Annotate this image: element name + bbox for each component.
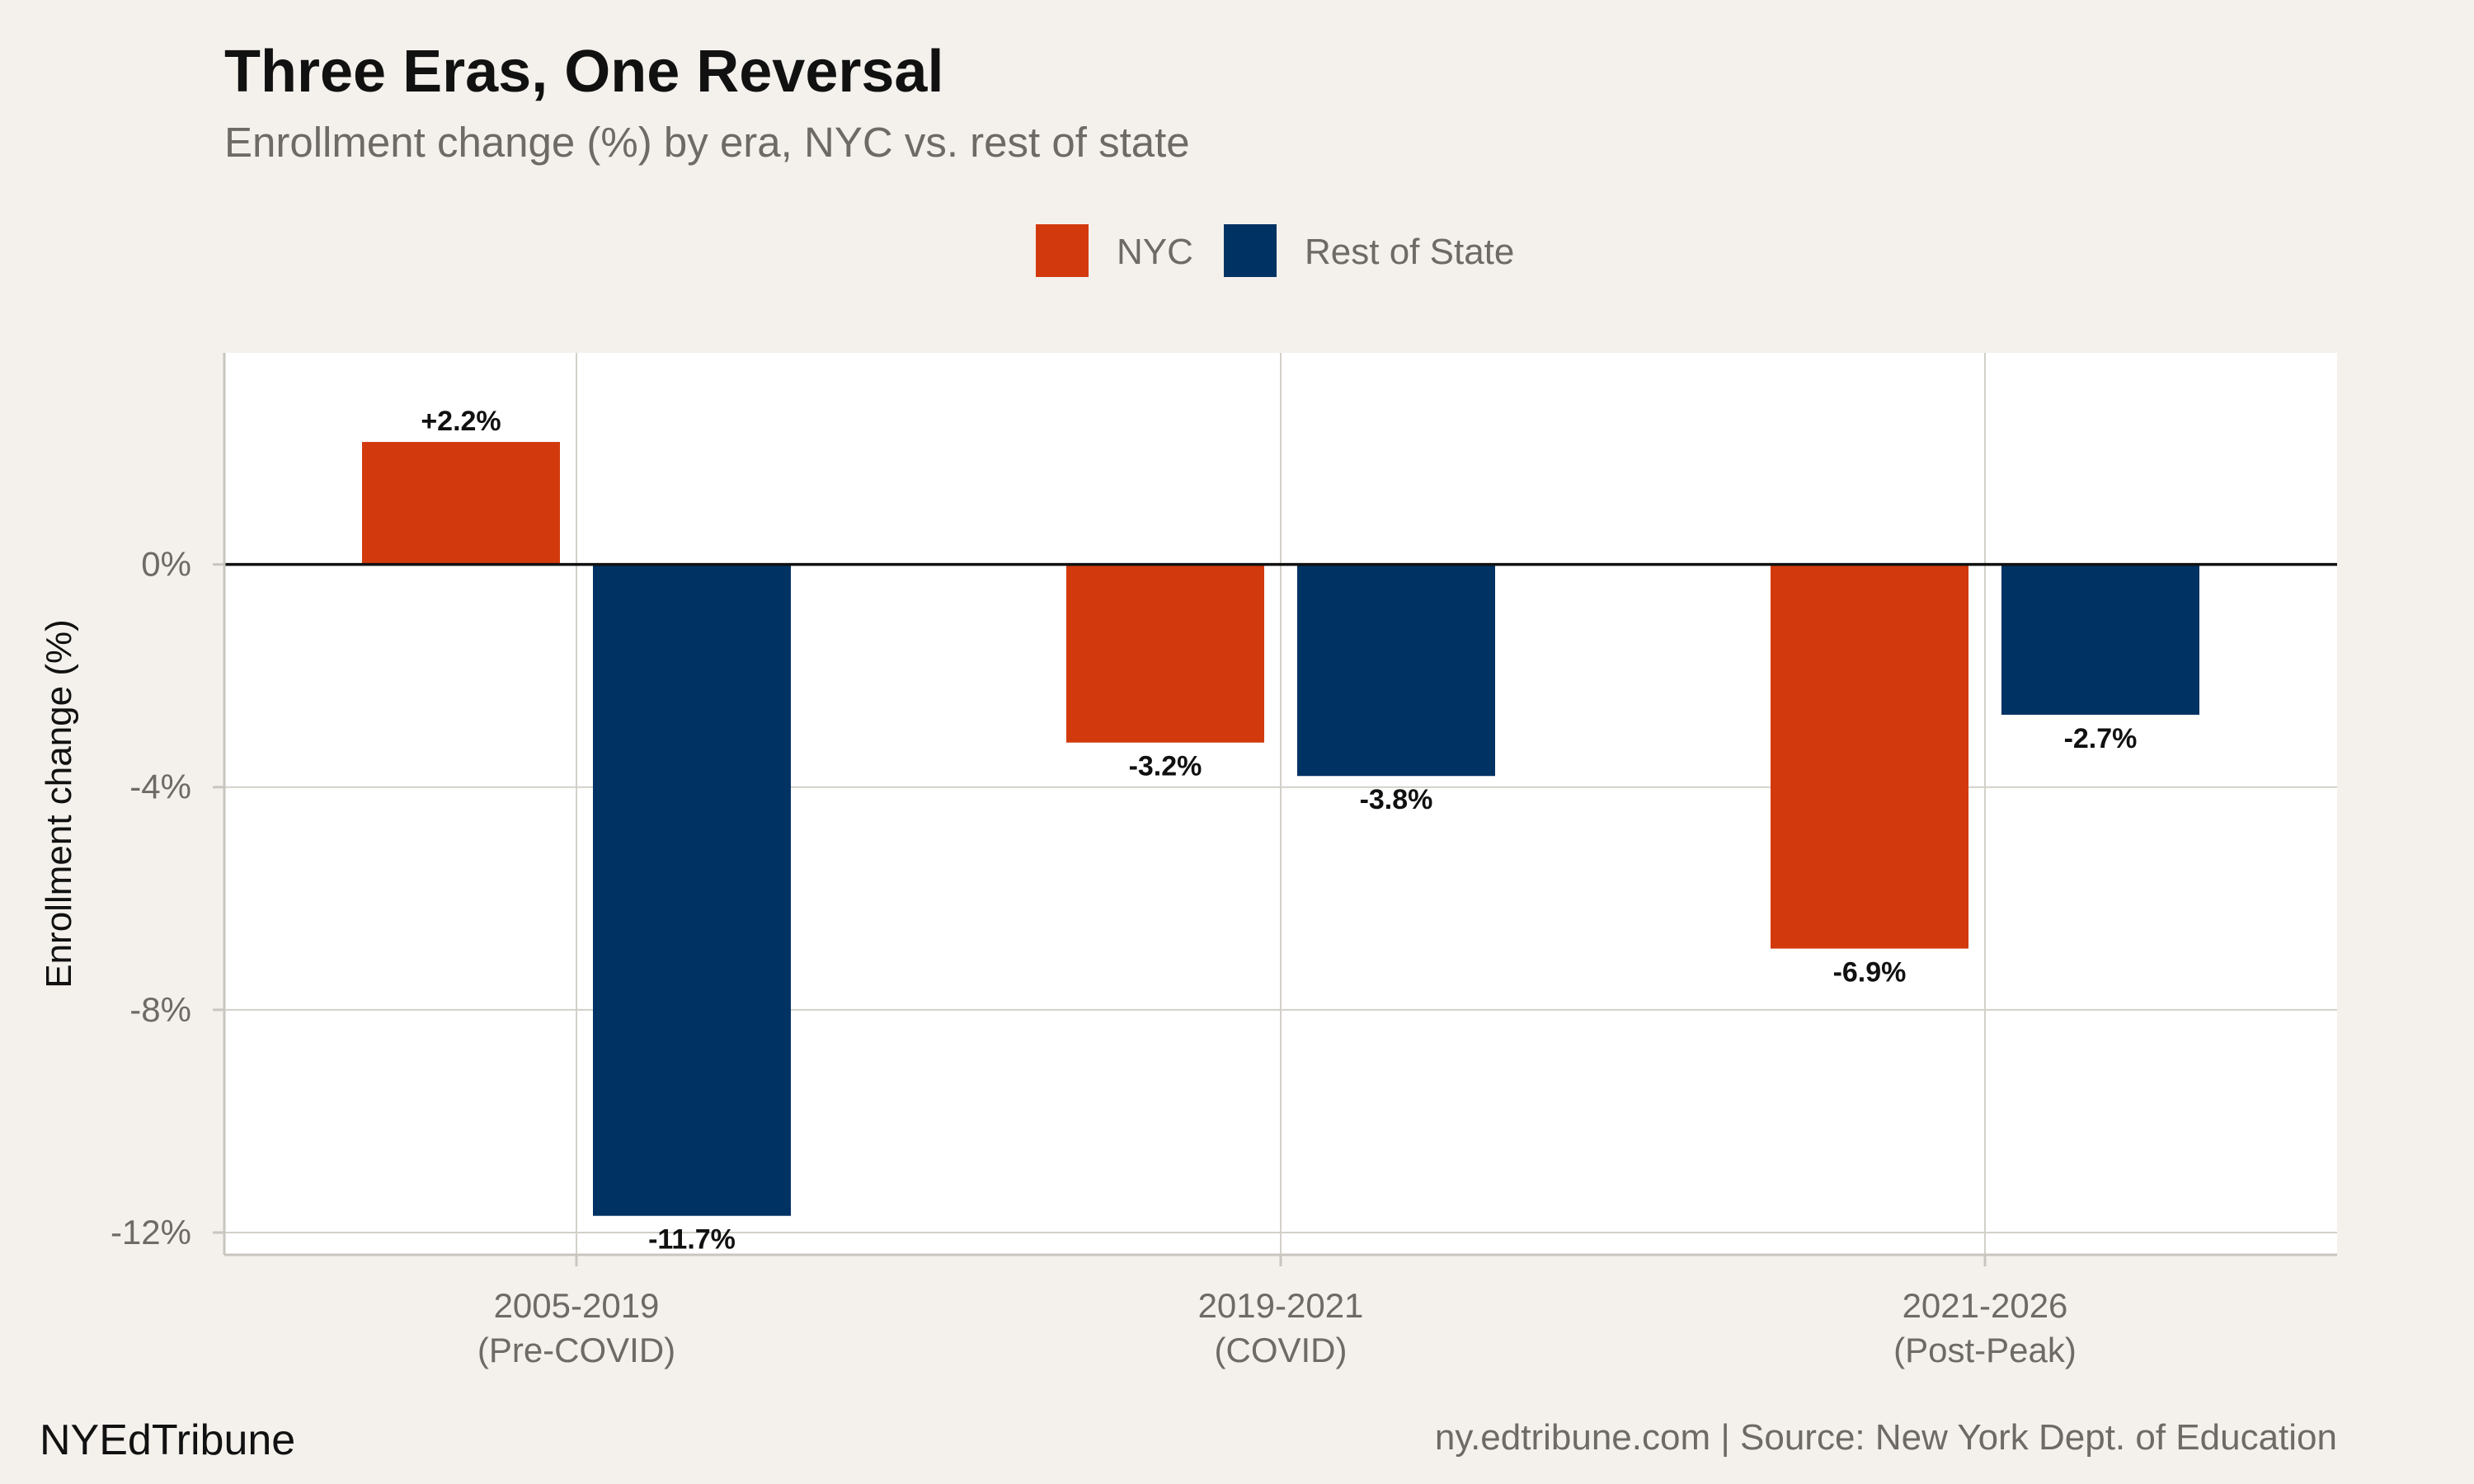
y-axis-ticks: 0% -4% -8% -12% <box>111 545 224 1252</box>
bars <box>362 442 2199 1216</box>
y-axis-title: Enrollment change (%) <box>39 619 79 989</box>
legend-label-nyc: NYC <box>1117 232 1193 272</box>
bar-value-label: -6.9% <box>1833 957 1907 989</box>
gridlines <box>224 353 2337 1255</box>
y-tick-label: 0% <box>141 545 191 584</box>
legend-label-rest-of-state: Rest of State <box>1305 232 1514 272</box>
chart-title: Three Eras, One Reversal <box>224 39 943 105</box>
chart-subtitle: Enrollment change (%) by era, NYC vs. re… <box>224 119 1190 166</box>
data-labels: +2.2% -3.2% -6.9% -11.7% -3.8% -2.7% <box>421 406 2137 1256</box>
legend: NYC Rest of State <box>1036 224 1514 277</box>
x-tick-label: 2005-2019 <box>494 1286 660 1325</box>
brand-logo: NYEdTribune <box>40 1416 295 1464</box>
source-credit: ny.edtribune.com | Source: New York Dept… <box>1435 1417 2337 1458</box>
bar-value-label: -3.8% <box>1360 784 1433 815</box>
bar-value-label: +2.2% <box>421 406 501 437</box>
bar-rest-of-state <box>593 564 791 1216</box>
x-tick-label: 2019-2021 <box>1198 1286 1364 1325</box>
bar-value-label: -11.7% <box>648 1224 736 1256</box>
x-tick-label: (Pre-COVID) <box>477 1331 675 1369</box>
legend-swatch-nyc <box>1036 224 1089 277</box>
bar-rest-of-state <box>2001 564 2199 715</box>
bar-value-label: -3.2% <box>1129 751 1202 782</box>
bar-value-label: -2.7% <box>2064 723 2138 754</box>
y-tick-label: -4% <box>129 768 191 806</box>
y-tick-label: -8% <box>129 990 191 1029</box>
bar-rest-of-state <box>1297 564 1495 777</box>
x-axis-ticks: 2005-2019 (Pre-COVID) 2019-2021 (COVID) 2021… <box>477 1255 2077 1369</box>
bar-nyc <box>1771 564 1968 949</box>
legend-swatch-rest-of-state <box>1224 224 1277 277</box>
y-tick-label: -12% <box>111 1213 191 1252</box>
x-tick-label: (Post-Peak) <box>1893 1331 2077 1369</box>
x-tick-label: 2021-2026 <box>1903 1286 2068 1325</box>
x-tick-label: (COVID) <box>1215 1331 1348 1369</box>
bar-nyc <box>362 442 560 565</box>
bar-nyc <box>1066 564 1264 743</box>
